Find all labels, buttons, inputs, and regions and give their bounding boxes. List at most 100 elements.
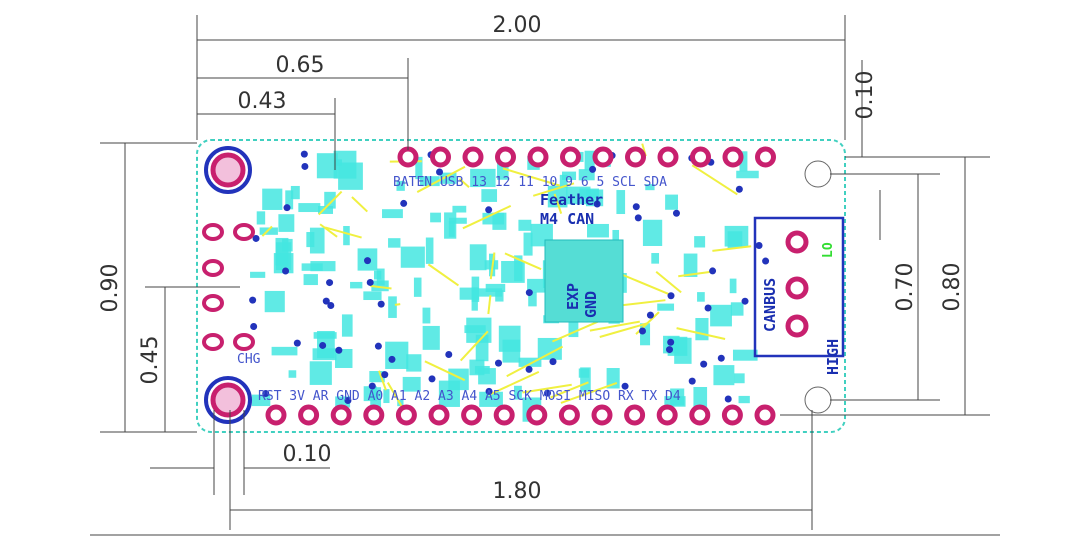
smd-pad xyxy=(523,232,533,256)
smd-pad xyxy=(527,278,549,293)
chip-label-gnd: GND xyxy=(582,291,600,318)
dim-header-spacing: 0.80 xyxy=(940,263,965,312)
trace xyxy=(324,226,362,239)
via xyxy=(525,289,533,297)
smd-pad xyxy=(566,186,591,205)
via xyxy=(293,339,301,347)
via xyxy=(344,396,352,404)
trace xyxy=(319,223,338,238)
smd-pad xyxy=(683,253,698,277)
trace xyxy=(655,270,682,294)
smd-pad xyxy=(651,253,660,264)
smd-pad xyxy=(303,274,318,286)
header-pad-top xyxy=(592,146,614,168)
dim-overall-width: 2.00 xyxy=(493,13,542,38)
smd-pad xyxy=(642,219,663,246)
trace xyxy=(691,164,738,196)
header-pad-bottom xyxy=(330,404,352,426)
mcu-chip xyxy=(544,239,624,323)
smd-pad xyxy=(413,277,422,297)
smd-pad xyxy=(640,323,651,346)
via xyxy=(374,342,382,350)
via xyxy=(704,304,712,312)
smd-pad xyxy=(400,246,425,268)
smd-pad xyxy=(584,150,595,171)
dim-sensor-offset: 0.43 xyxy=(238,89,287,114)
header-pad-top xyxy=(722,146,744,168)
header-pad-top xyxy=(690,146,711,168)
smd-pad xyxy=(385,341,409,369)
trace xyxy=(427,263,460,287)
smd-pad xyxy=(616,190,626,215)
trace xyxy=(712,245,752,252)
smd-pad xyxy=(568,313,579,338)
high-label: HIGH xyxy=(824,339,842,375)
smd-pad xyxy=(388,238,401,248)
smd-pad xyxy=(474,365,490,374)
smd-pad xyxy=(734,373,745,384)
header-pad-bottom xyxy=(526,404,548,426)
smd-pad xyxy=(697,292,705,302)
smd-pad xyxy=(518,357,542,367)
smd-pad xyxy=(732,349,758,361)
via xyxy=(428,375,436,383)
usb-pad xyxy=(233,333,255,351)
smd-pad xyxy=(262,188,283,210)
via xyxy=(282,267,290,275)
low-label: LO xyxy=(821,242,836,258)
trace xyxy=(532,182,575,197)
trace xyxy=(370,284,392,290)
smd-pad xyxy=(324,191,336,209)
smd-pad xyxy=(452,205,467,213)
smd-pad xyxy=(259,227,278,235)
canbus-pad xyxy=(785,314,809,338)
usb-pad xyxy=(202,294,224,312)
smd-pad xyxy=(478,288,503,297)
trace xyxy=(424,360,466,382)
via xyxy=(735,185,743,193)
via xyxy=(300,150,308,158)
chip-label-exp: EXP xyxy=(564,283,582,310)
smd-pad xyxy=(350,281,363,289)
via xyxy=(525,365,533,373)
smd-pad xyxy=(288,370,297,378)
smd-pad xyxy=(501,261,525,283)
trace xyxy=(504,252,542,271)
usb-pad xyxy=(233,223,255,241)
smd-pad xyxy=(528,291,537,307)
smd-pad xyxy=(310,261,336,272)
header-pad-bottom xyxy=(656,404,678,426)
smd-pad xyxy=(729,278,737,294)
trace xyxy=(589,320,640,332)
via xyxy=(335,346,343,354)
smd-pad xyxy=(285,190,294,210)
smd-pad xyxy=(251,394,271,407)
smd-pad xyxy=(670,388,685,406)
via xyxy=(549,358,557,366)
smd-pad xyxy=(309,361,332,385)
header-pad-top xyxy=(495,146,516,168)
via xyxy=(667,338,675,346)
mount-hole-top-right xyxy=(804,160,832,188)
smd-pad xyxy=(363,386,377,402)
smd-pad xyxy=(406,354,422,372)
smd-pad xyxy=(256,211,266,225)
trace xyxy=(506,345,564,378)
dim-mount-hole-spacing: 1.80 xyxy=(493,479,542,504)
via xyxy=(646,311,654,319)
dim-overall-height: 0.90 xyxy=(98,264,123,313)
dim-inner-mount-spacing: 0.70 xyxy=(893,263,918,312)
trace xyxy=(487,295,492,315)
smd-pad xyxy=(559,174,568,188)
via xyxy=(262,390,270,398)
smd-pad xyxy=(371,280,389,292)
via xyxy=(368,382,376,390)
smd-pad xyxy=(444,212,457,239)
trace xyxy=(459,330,489,362)
smd-pad xyxy=(290,185,300,200)
trace xyxy=(522,383,572,394)
smd-pad xyxy=(578,169,595,181)
header-pad-top xyxy=(397,146,419,168)
trace xyxy=(261,225,273,237)
